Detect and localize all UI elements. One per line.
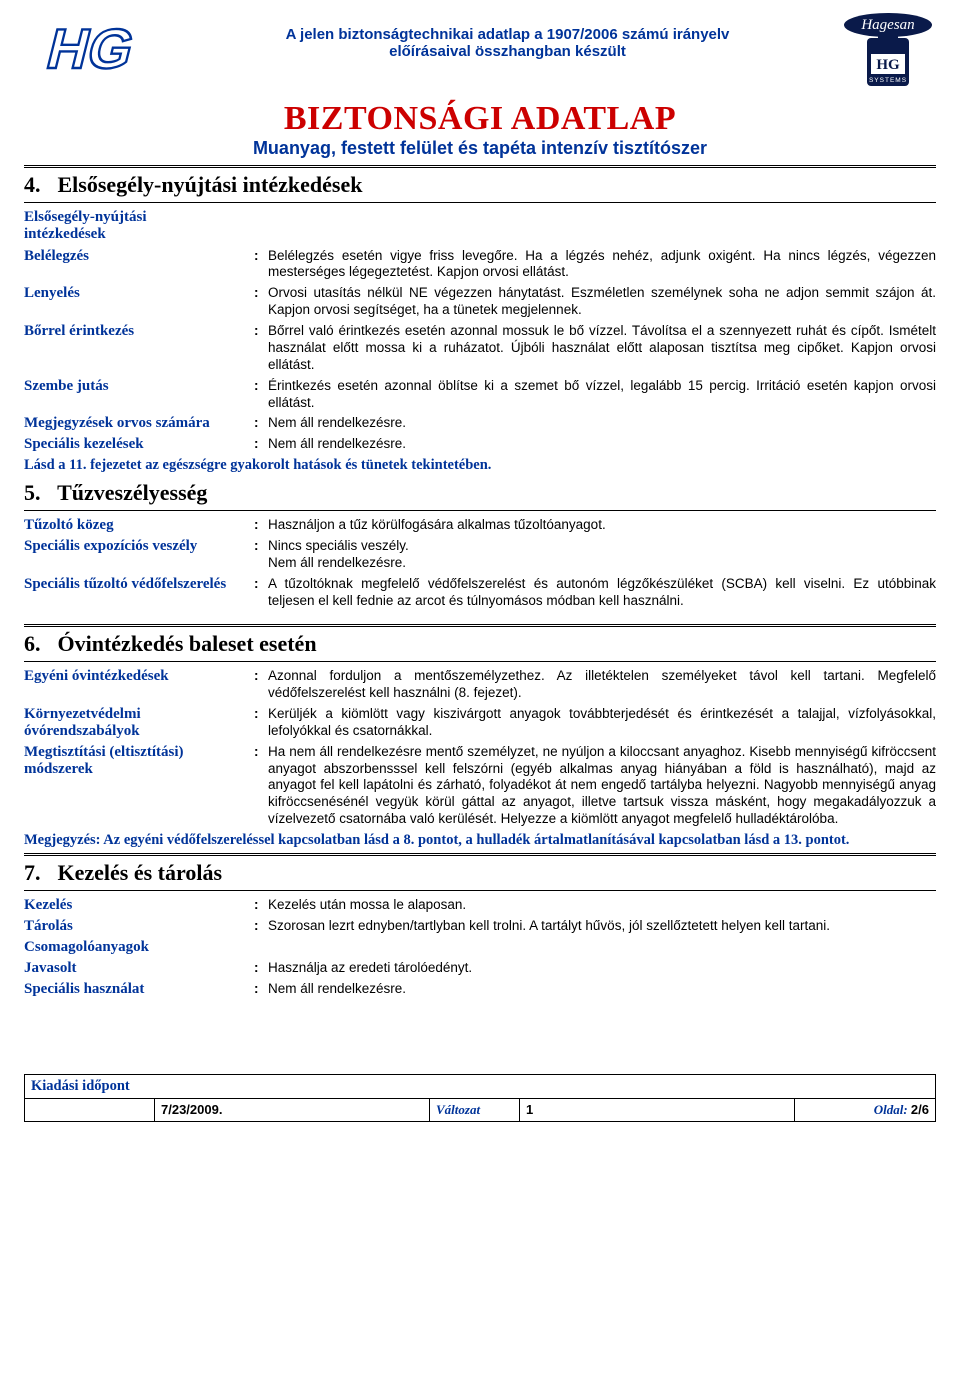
rule	[24, 624, 936, 627]
section-5-title: Tűzveszélyesség	[57, 480, 207, 505]
value: Nem áll rendelkezésre.	[268, 436, 936, 453]
section-6-title: Óvintézkedés baleset esetén	[58, 631, 317, 656]
value: Ha nem áll rendelkezésre mentő személyze…	[268, 744, 936, 828]
footer-version-value: 1	[520, 1099, 795, 1121]
footer-row: 7/23/2009. Változat 1 Oldal: 2/6	[25, 1099, 935, 1121]
value: Nem áll rendelkezésre.	[268, 415, 936, 432]
value-line2: Nem áll rendelkezésre.	[268, 555, 406, 570]
value	[268, 939, 936, 956]
label: Speciális tűzoltó védőfelszerelés	[24, 576, 254, 610]
svg-text:SYSTEMS: SYSTEMS	[869, 77, 907, 84]
sec6-clean: Megtisztítási (eltisztítási)módszerek : …	[24, 744, 936, 828]
sec7-recommended: Javasolt : Használja az eredeti tárolóed…	[24, 960, 936, 977]
sec4-aux-label: Elsősegély-nyújtásiintézkedések	[24, 209, 936, 244]
label: Belélegzés	[24, 248, 254, 282]
main-title: BIZTONSÁGI ADATLAP	[24, 100, 936, 138]
hagesan-logo: Hagesan HG SYSTEMS	[841, 12, 936, 92]
label: Megjegyzések orvos számára	[24, 415, 254, 432]
rule	[24, 165, 936, 168]
footer-date: 7/23/2009.	[155, 1099, 430, 1121]
section-4-head: 4. Elsősegély-nyújtási intézkedések	[24, 170, 936, 200]
value: Azonnal forduljon a mentőszemélyzethez. …	[268, 668, 936, 702]
sec6-note: Megjegyzés: Az egyéni védőfelszereléssel…	[24, 832, 936, 849]
label: Speciális használat	[24, 981, 254, 998]
svg-text:HG: HG	[876, 57, 900, 73]
label: Megtisztítási (eltisztítási)módszerek	[24, 744, 254, 828]
sec5-media: Tűzoltó közeg : Használjon a tűz körülfo…	[24, 517, 936, 534]
value: Használja az eredeti tárolóedényt.	[268, 960, 936, 977]
label: Speciális expozíciós veszély	[24, 538, 254, 572]
hg-logo: HG	[24, 12, 174, 82]
section-4-title: Elsősegély-nyújtási intézkedések	[58, 172, 363, 197]
section-6-num: 6.	[24, 631, 52, 657]
value: Kezelés után mossa le alaposan.	[268, 897, 936, 914]
header-center: A jelen biztonságtechnikai adatlap a 190…	[174, 12, 841, 60]
label: Tűzoltó közeg	[24, 517, 254, 534]
footer-page-label: Oldal:	[874, 1102, 908, 1117]
value: Orvosi utasítás nélkül NE végezzen hányt…	[268, 285, 936, 319]
label: Környezetvédelmióvórendszabályok	[24, 706, 254, 740]
label: Tárolás	[24, 918, 254, 935]
sec5-equip: Speciális tűzoltó védőfelszerelés : A tű…	[24, 576, 936, 610]
label: Bőrrel érintkezés	[24, 323, 254, 374]
label: Szembe jutás	[24, 378, 254, 412]
footer-version-label: Változat	[430, 1099, 520, 1121]
header: HG A jelen biztonságtechnikai adatlap a …	[24, 12, 936, 92]
section-7-title: Kezelés és tárolás	[58, 860, 223, 885]
sec7-specialuse: Speciális használat : Nem áll rendelkezé…	[24, 981, 936, 998]
value: Szorosan lezrt ednyben/tartlyban kell tr…	[268, 918, 936, 935]
value: A tűzoltóknak megfelelő védőfelszerelést…	[268, 576, 936, 610]
rule	[24, 890, 936, 891]
section-7-num: 7.	[24, 860, 52, 886]
footer-page: Oldal: 2/6	[795, 1099, 935, 1121]
value: Belélegzés esetén vigye friss levegőre. …	[268, 248, 936, 282]
sec7-packaging: Csomagolóanyagok	[24, 939, 936, 956]
sec4-inhalation: Belélegzés : Belélegzés esetén vigye fri…	[24, 248, 936, 282]
value: Használjon a tűz körülfogására alkalmas …	[268, 517, 936, 534]
footer-issue-label: Kiadási időpont	[25, 1075, 935, 1099]
sec4-eye: Szembe jutás : Érintkezés esetén azonnal…	[24, 378, 936, 412]
section-5-head: 5. Tűzveszélyesség	[24, 478, 936, 508]
sec4-doctor: Megjegyzések orvos számára : Nem áll ren…	[24, 415, 936, 432]
footer-page-value: 2/6	[911, 1102, 929, 1117]
label: Csomagolóanyagok	[24, 939, 254, 956]
header-line2: előírásaival összhangban készült	[174, 43, 841, 60]
sec4-skin: Bőrrel érintkezés : Bőrrel való érintkez…	[24, 323, 936, 374]
sub-title: Muanyag, festett felület és tapéta inten…	[24, 138, 936, 159]
sec7-handling: Kezelés : Kezelés után mossa le alaposan…	[24, 897, 936, 914]
spacer	[24, 1002, 936, 1066]
sec5-expo: Speciális expozíciós veszély : Nincs spe…	[24, 538, 936, 572]
hg-logo-text: HG	[41, 19, 140, 81]
label: Egyéni óvintézkedések	[24, 668, 254, 702]
sec4-note: Lásd a 11. fejezetet az egészségre gyako…	[24, 457, 936, 474]
rule	[24, 661, 936, 662]
section-7-head: 7. Kezelés és tárolás	[24, 858, 936, 888]
footer: Kiadási időpont 7/23/2009. Változat 1 Ol…	[24, 1074, 936, 1122]
rule	[24, 202, 936, 203]
sec4-ingestion: Lenyelés : Orvosi utasítás nélkül NE vég…	[24, 285, 936, 319]
sec6-personal: Egyéni óvintézkedések : Azonnal forduljo…	[24, 668, 936, 702]
title-block: BIZTONSÁGI ADATLAP Muanyag, festett felü…	[24, 100, 936, 159]
value-line1: Nincs speciális veszély.	[268, 538, 409, 553]
header-line1: A jelen biztonságtechnikai adatlap a 190…	[174, 26, 841, 43]
label: Lenyelés	[24, 285, 254, 319]
sec7-storage: Tárolás : Szorosan lezrt ednyben/tartlyb…	[24, 918, 936, 935]
rule	[24, 510, 936, 511]
label: Speciális kezelések	[24, 436, 254, 453]
value: Érintkezés esetén azonnal öblítse ki a s…	[268, 378, 936, 412]
value: Bőrrel való érintkezés esetén azonnal mo…	[268, 323, 936, 374]
label: Kezelés	[24, 897, 254, 914]
sec6-env: Környezetvédelmióvórendszabályok : Kerül…	[24, 706, 936, 740]
section-4-num: 4.	[24, 172, 52, 198]
value: Nem áll rendelkezésre.	[268, 981, 936, 998]
rule	[24, 853, 936, 856]
label: Javasolt	[24, 960, 254, 977]
footer-blank	[25, 1099, 155, 1121]
sec4-special: Speciális kezelések : Nem áll rendelkezé…	[24, 436, 936, 453]
value: Kerüljék a kiömlött vagy kiszivárgott an…	[268, 706, 936, 740]
section-6-head: 6. Óvintézkedés baleset esetén	[24, 629, 936, 659]
svg-text:Hagesan: Hagesan	[860, 17, 914, 33]
section-5-num: 5.	[24, 480, 52, 506]
value: Nincs speciális veszély. Nem áll rendelk…	[268, 538, 936, 572]
